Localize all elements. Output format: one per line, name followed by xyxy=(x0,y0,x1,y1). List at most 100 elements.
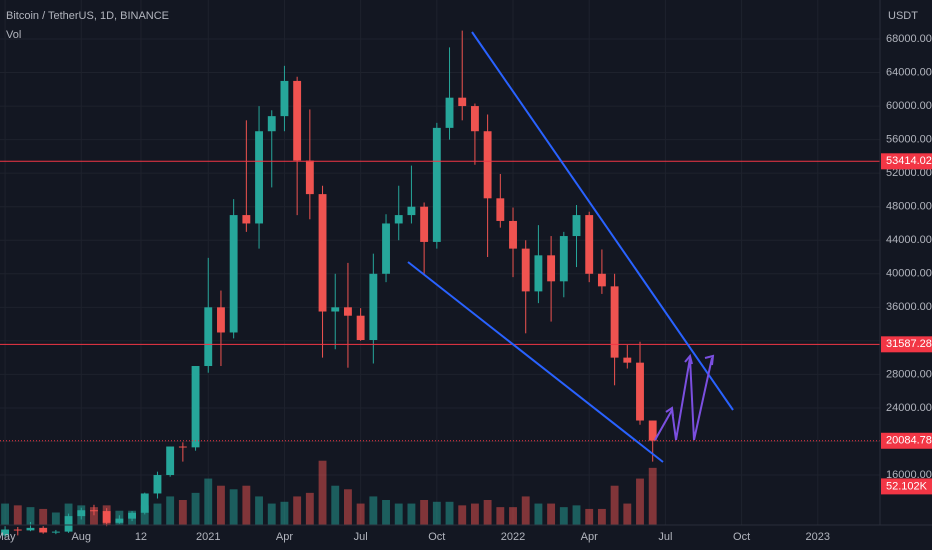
candle-body xyxy=(39,527,48,533)
candle-body xyxy=(204,307,213,367)
volume-bar xyxy=(648,467,657,525)
y-tick-label: 44000.00 xyxy=(886,234,932,246)
trend-line xyxy=(407,261,664,463)
candle-body xyxy=(509,220,517,249)
volume-bar xyxy=(242,485,251,525)
volume-bar xyxy=(420,500,429,525)
candle-body xyxy=(597,273,606,287)
volume-bar xyxy=(318,460,327,525)
volume-bar xyxy=(229,489,238,525)
x-tick-label: 2023 xyxy=(806,531,830,543)
volume-bar xyxy=(51,512,60,525)
price-tag xyxy=(881,478,932,495)
candle-body xyxy=(648,420,657,441)
candle-body xyxy=(128,512,136,519)
x-tick-label: Oct xyxy=(428,531,445,543)
candle-body xyxy=(534,255,543,292)
candle-body xyxy=(280,80,289,117)
x-tick-label: May xyxy=(0,531,16,543)
candles xyxy=(1,30,657,538)
candle-body xyxy=(267,116,276,132)
y-tick-label: 28000.00 xyxy=(886,368,932,380)
y-tick-label: 36000.00 xyxy=(886,301,932,313)
volume-bar xyxy=(217,485,225,525)
volume-bar xyxy=(597,508,606,525)
projection-path xyxy=(654,357,713,441)
candle-body xyxy=(585,215,594,274)
candle-body xyxy=(90,510,98,512)
x-tick-label: Jul xyxy=(354,531,368,543)
y-tick-label: 68000.00 xyxy=(886,33,932,45)
volume-bar xyxy=(483,500,492,525)
y-tick-label: 48000.00 xyxy=(886,201,932,213)
candle-body xyxy=(559,236,568,282)
volume-bar xyxy=(585,508,594,525)
candle-body xyxy=(191,366,200,448)
candle-body xyxy=(64,516,73,532)
volume-bar xyxy=(39,508,48,525)
candle-body xyxy=(394,215,403,224)
y-tick-label: 40000.00 xyxy=(886,268,932,280)
candle-body xyxy=(229,215,238,333)
price-tag xyxy=(881,153,932,170)
candle-body xyxy=(445,97,454,128)
volume-bar xyxy=(166,496,175,525)
volume-bar xyxy=(432,501,441,525)
candle-body xyxy=(470,106,479,132)
y-unit: USDT xyxy=(888,10,918,22)
candle-body xyxy=(293,80,302,161)
x-tick-label: Oct xyxy=(733,531,750,543)
trend-line xyxy=(471,31,734,411)
arrow-head xyxy=(684,353,693,365)
axis-labels: 16000.0020000.0024000.0028000.0032000.00… xyxy=(0,33,932,543)
volume-bar xyxy=(140,505,149,525)
levels xyxy=(0,160,880,442)
y-tick-label: 64000.00 xyxy=(886,66,932,78)
candle-body xyxy=(420,206,429,242)
volume-bar xyxy=(521,496,530,525)
volume-bar xyxy=(1,503,10,525)
candle-body xyxy=(255,131,263,224)
volume-bar xyxy=(610,485,619,525)
candle-body xyxy=(407,206,416,216)
volume-bar xyxy=(458,505,467,525)
volume-bar xyxy=(90,507,98,525)
volume-bar xyxy=(13,505,22,525)
volume-bar xyxy=(470,503,479,525)
price-tag-label: 31587.28 xyxy=(886,338,932,350)
candle-body xyxy=(26,527,35,531)
candle-body xyxy=(382,223,390,274)
arrow-head xyxy=(704,354,715,366)
x-tick-label: Apr xyxy=(581,531,598,543)
candle-body xyxy=(331,307,340,312)
candle-body xyxy=(458,97,467,107)
candle-body xyxy=(1,529,10,536)
candle-body xyxy=(344,307,352,316)
volume-bar xyxy=(369,496,378,525)
volume-bar xyxy=(382,500,390,525)
volume-bar xyxy=(178,500,187,525)
y-tick-label: 60000.00 xyxy=(886,100,932,112)
candle-body xyxy=(140,493,149,513)
candle-body xyxy=(547,255,556,282)
volume-bar xyxy=(356,503,365,525)
candle-body xyxy=(305,160,314,195)
volume-bar xyxy=(280,501,289,525)
chart-title: Bitcoin / TetherUS, 1D, BINANCE xyxy=(6,10,169,22)
price-tag xyxy=(881,432,932,449)
x-tick-label: Jul xyxy=(658,531,672,543)
candle-body xyxy=(521,248,530,292)
volume-bar xyxy=(534,503,543,525)
price-tag xyxy=(881,336,932,353)
candle-body xyxy=(369,273,378,341)
x-tick-label: 12 xyxy=(135,531,147,543)
volume-bar xyxy=(293,496,302,525)
y-tick-label: 56000.00 xyxy=(886,134,932,146)
candle-body xyxy=(115,518,124,523)
volume-bar xyxy=(394,503,403,525)
volume-bar xyxy=(26,507,35,525)
volume-bar xyxy=(623,503,632,525)
candle-body xyxy=(242,215,251,224)
price-tag-label: 20084.78 xyxy=(886,435,932,447)
